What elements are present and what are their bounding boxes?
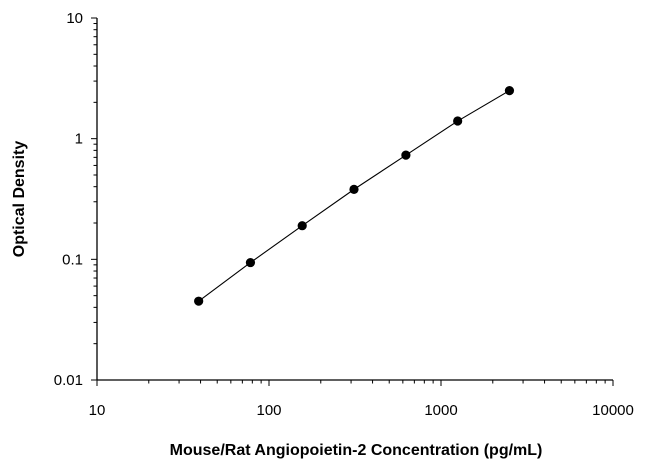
- y-tick-label: 1: [75, 131, 83, 148]
- data-point: [401, 150, 411, 160]
- axes: 10 100 1000 10000 0.01 0.1 1 10: [54, 10, 634, 419]
- y-tick-label: 0.1: [62, 251, 83, 268]
- data-point: [245, 257, 256, 268]
- x-tick-label: 1000: [424, 402, 457, 419]
- data-point: [453, 116, 463, 126]
- series-layer: [194, 86, 515, 306]
- x-axis-title: Mouse/Rat Angiopoietin-2 Concentration (…: [170, 442, 543, 459]
- x-tick-label: 10000: [592, 402, 634, 419]
- x-tick-label: 10: [89, 402, 106, 419]
- data-point: [194, 296, 204, 306]
- series-line: [198, 90, 510, 302]
- data-point: [297, 221, 307, 231]
- x-tick-label: 100: [256, 402, 281, 419]
- y-tick-label: 0.01: [54, 372, 83, 389]
- data-point: [504, 86, 515, 96]
- y-tick-label: 10: [66, 10, 83, 27]
- y-axis-title: Optical Density: [11, 141, 28, 258]
- data-point: [349, 184, 359, 194]
